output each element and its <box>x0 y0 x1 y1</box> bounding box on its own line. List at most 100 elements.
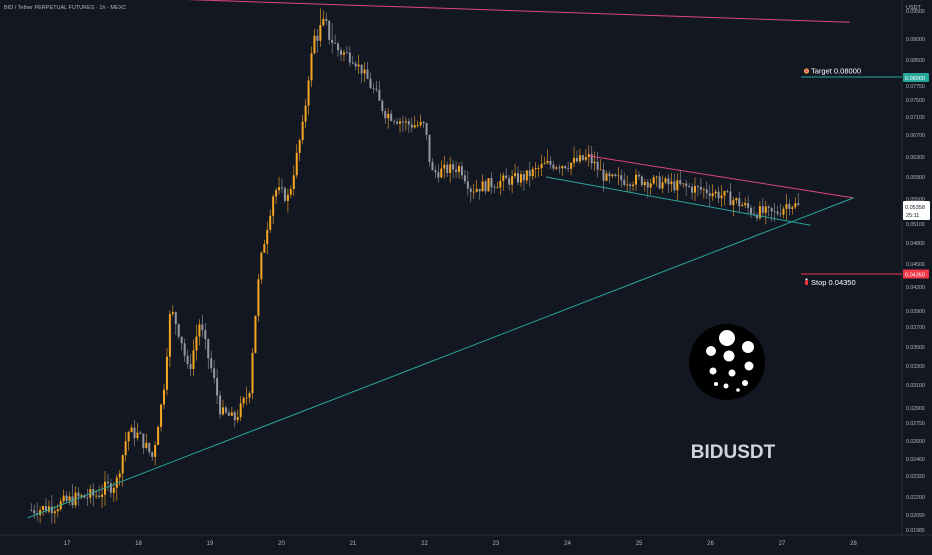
time-tick-label: 28 <box>850 541 857 547</box>
candle <box>65 491 68 503</box>
candle <box>369 72 372 89</box>
trendline-ascending-support[interactable] <box>27 197 854 519</box>
candle <box>519 170 522 187</box>
candle <box>463 169 466 185</box>
candle <box>596 151 599 178</box>
candle <box>452 160 455 179</box>
candle <box>98 485 101 499</box>
candle <box>561 164 564 176</box>
candle <box>136 422 139 441</box>
candle <box>86 488 89 507</box>
price-tick-label: 0.03100 <box>906 383 925 389</box>
candle <box>661 175 664 194</box>
candle <box>458 162 460 179</box>
candle <box>42 505 45 516</box>
candle <box>106 473 109 492</box>
candle <box>640 175 643 188</box>
candle <box>201 314 204 338</box>
candle <box>157 425 160 445</box>
candle <box>735 197 738 205</box>
candle <box>605 170 608 182</box>
trendline-triangle-lower[interactable] <box>545 176 811 226</box>
candle <box>670 172 673 192</box>
price-tick-label: 0.04800 <box>906 241 925 247</box>
candle <box>334 34 337 45</box>
candle <box>177 323 180 340</box>
candle <box>47 500 50 514</box>
candle <box>797 192 800 207</box>
countdown: 25:11 <box>906 213 919 219</box>
candle <box>747 195 750 215</box>
candle <box>782 206 785 219</box>
candle <box>484 179 487 195</box>
price-tick-label: 0.02320 <box>906 474 925 480</box>
candle <box>620 169 623 188</box>
price-tick-label: 0.09000 <box>906 37 925 43</box>
candle <box>275 187 278 204</box>
candle <box>679 170 682 187</box>
candle <box>460 161 463 180</box>
candle <box>714 188 717 199</box>
candle <box>673 173 676 194</box>
candle <box>112 482 115 502</box>
candle <box>139 430 142 435</box>
candle <box>517 166 519 186</box>
candle <box>567 161 570 173</box>
candle <box>514 163 517 179</box>
candle <box>269 209 272 233</box>
candle <box>611 173 614 179</box>
candle <box>50 494 53 524</box>
stop-annotation[interactable]: Stop 0.04350 <box>801 273 902 287</box>
candle <box>632 181 635 191</box>
candle <box>337 41 340 57</box>
candle <box>428 134 431 167</box>
candle <box>183 338 186 362</box>
candle <box>192 339 195 377</box>
candle <box>758 200 761 221</box>
candle <box>646 179 649 198</box>
candle <box>764 200 767 225</box>
candle <box>33 504 36 519</box>
candle <box>236 409 239 424</box>
trendline-upper-descending[interactable] <box>31 0 850 23</box>
candle <box>148 442 151 456</box>
candle <box>676 173 679 202</box>
candle <box>407 118 410 134</box>
candle <box>779 203 782 218</box>
candle <box>626 175 629 193</box>
candle <box>195 324 198 361</box>
time-tick-label: 21 <box>350 541 357 547</box>
candle <box>366 61 369 80</box>
candle <box>331 22 334 54</box>
candle <box>419 114 422 128</box>
candle <box>109 478 112 498</box>
candle <box>590 146 593 170</box>
candle <box>251 348 254 400</box>
candle <box>319 8 322 47</box>
candle <box>322 10 325 27</box>
candle <box>396 118 399 125</box>
candle <box>637 171 640 180</box>
candle <box>629 182 632 193</box>
candle <box>443 156 446 179</box>
candle <box>546 149 549 165</box>
candle <box>691 183 694 200</box>
time-tick-label: 18 <box>135 541 142 547</box>
target-icon <box>803 68 810 74</box>
trendline-triangle-upper[interactable] <box>588 155 854 199</box>
candle <box>487 177 490 192</box>
price-tick-label: 0.01985 <box>906 528 925 534</box>
target-price-badge: 0.08000 <box>903 73 929 82</box>
price-tick-label: 0.04200 <box>906 285 925 291</box>
candle <box>573 146 576 168</box>
candle <box>635 169 637 191</box>
price-tick-label: 0.05100 <box>906 222 925 228</box>
candle <box>342 49 345 62</box>
candle <box>785 194 788 221</box>
target-annotation[interactable]: Target 0.08000 <box>801 67 902 78</box>
price-tick-label: 0.07100 <box>906 115 925 121</box>
candle <box>481 174 484 192</box>
candle <box>723 190 726 206</box>
